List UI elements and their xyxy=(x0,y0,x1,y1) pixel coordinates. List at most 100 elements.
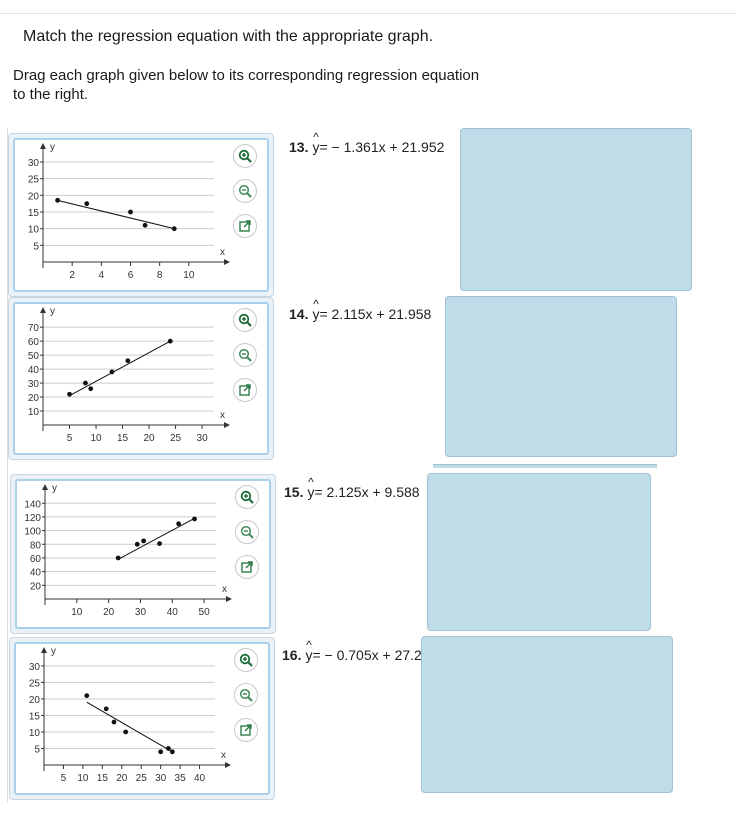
equation-number: 13. xyxy=(289,139,309,155)
x-tick-label: 15 xyxy=(97,773,109,784)
data-point xyxy=(83,380,88,386)
data-point xyxy=(176,521,182,527)
x-axis-label: x xyxy=(220,247,225,258)
data-point xyxy=(167,338,173,344)
data-point xyxy=(157,541,162,547)
equation-number: 16. xyxy=(282,647,302,663)
data-point xyxy=(128,209,133,215)
x-tick-label: 25 xyxy=(136,773,148,784)
x-tick-label: 5 xyxy=(67,433,73,444)
x-tick-label: 50 xyxy=(199,607,211,618)
data-point xyxy=(192,516,197,522)
graph-card-3[interactable]: 140 120 100 80 60 40 20 10 20 30 40 50 y x xyxy=(10,474,276,634)
y-tick-label: 5 xyxy=(34,744,40,755)
data-point xyxy=(125,358,131,364)
zoom-in-icon[interactable] xyxy=(233,144,257,168)
drop-target-15[interactable] xyxy=(427,473,651,631)
graph-card-1[interactable]: 30 25 20 15 10 5 2 4 6 8 10 y x xyxy=(8,133,274,297)
y-tick-label: 20 xyxy=(30,581,42,592)
popout-icon[interactable] xyxy=(233,378,257,402)
y-tick-label: 40 xyxy=(30,568,42,579)
y-tick-label: 50 xyxy=(28,351,40,362)
data-point xyxy=(142,222,148,228)
y-tick-label: 40 xyxy=(28,365,40,376)
x-tick-label: 8 xyxy=(157,270,163,281)
data-point xyxy=(103,706,109,712)
drop-target-16[interactable] xyxy=(421,636,673,793)
zoom-in-icon[interactable] xyxy=(235,485,259,509)
zoom-out-icon[interactable] xyxy=(233,179,257,203)
data-point xyxy=(123,729,129,735)
equation-rhs: = 2.115x + 21.958 xyxy=(319,306,432,322)
data-point xyxy=(111,719,117,725)
zoom-out-icon[interactable] xyxy=(235,520,259,544)
y-tick-label: 15 xyxy=(29,711,41,722)
y-axis-arrow xyxy=(40,143,46,149)
x-tick-label: 25 xyxy=(170,433,182,444)
source-rail xyxy=(7,128,8,803)
regression-line xyxy=(86,701,173,753)
y-tick-label: 10 xyxy=(28,225,40,236)
y-axis-arrow xyxy=(41,647,47,653)
x-axis-arrow xyxy=(224,259,230,265)
y-tick-label: 5 xyxy=(33,241,39,252)
data-point xyxy=(134,541,140,547)
data-point xyxy=(84,693,90,699)
regression-line xyxy=(117,517,195,560)
regression-line xyxy=(69,340,171,397)
zoom-out-icon[interactable] xyxy=(234,683,258,707)
y-tick-label: 30 xyxy=(28,379,40,390)
x-tick-label: 6 xyxy=(128,270,134,281)
x-tick-label: 15 xyxy=(117,433,129,444)
y-tick-label: 25 xyxy=(28,175,40,186)
data-point xyxy=(55,197,60,203)
y-tick-label: 20 xyxy=(29,695,41,706)
graph-plot-1: 30 25 20 15 10 5 2 4 6 8 10 y x xyxy=(28,142,230,281)
x-tick-label: 10 xyxy=(183,270,195,281)
zoom-in-icon[interactable] xyxy=(233,308,257,332)
graph-plot-3: 140 120 100 80 60 40 20 10 20 30 40 50 y x xyxy=(24,483,232,618)
x-tick-label: 10 xyxy=(71,607,83,618)
y-tick-label: 60 xyxy=(28,337,40,348)
graph-plot-2: 70 60 50 40 30 20 10 5 10 15 20 25 30 y x xyxy=(28,306,230,444)
y-tick-label: 20 xyxy=(28,393,40,404)
equation-rhs: = 2.125x + 9.588 xyxy=(314,484,420,500)
x-tick-label: 5 xyxy=(61,773,67,784)
x-tick-label: 10 xyxy=(90,433,102,444)
x-axis-label: x xyxy=(220,410,225,421)
x-tick-label: 35 xyxy=(175,773,187,784)
zoom-out-icon[interactable] xyxy=(233,343,257,367)
drop-target-14[interactable] xyxy=(445,296,677,457)
equation-number: 15. xyxy=(284,484,304,500)
equation-16: 16.y= − 0.705x + 27.214 xyxy=(282,638,438,663)
zoom-in-icon[interactable] xyxy=(234,648,258,672)
y-tick-label: 60 xyxy=(30,554,42,565)
popout-icon[interactable] xyxy=(234,718,258,742)
y-tick-label: 140 xyxy=(24,499,41,510)
equation-rhs: = − 1.361x + 21.952 xyxy=(319,139,445,155)
data-point xyxy=(171,226,177,232)
popout-icon[interactable] xyxy=(235,555,259,579)
y-tick-label: 10 xyxy=(28,407,40,418)
y-tick-label: 25 xyxy=(29,678,41,689)
y-tick-label: 120 xyxy=(24,513,41,524)
instructions-text: Drag each graph given below to its corre… xyxy=(13,67,480,103)
y-tick-label: 20 xyxy=(28,191,40,202)
data-point xyxy=(109,369,115,375)
x-axis-arrow xyxy=(226,596,232,602)
x-axis-label: x xyxy=(221,750,226,761)
x-axis-arrow xyxy=(225,762,231,768)
data-point xyxy=(169,749,175,755)
graph-card-4[interactable]: 30 25 20 15 10 5 5 10 15 20 25 30 35 40 y x xyxy=(9,637,275,800)
y-axis-label: y xyxy=(50,306,55,317)
data-point xyxy=(166,746,171,751)
x-tick-label: 20 xyxy=(116,773,128,784)
y-axis-label: y xyxy=(51,646,56,657)
x-tick-label: 30 xyxy=(135,607,147,618)
popout-icon[interactable] xyxy=(233,214,257,238)
y-axis-label: y xyxy=(50,142,55,153)
equation-rhs: = − 0.705x + 27.214 xyxy=(312,647,438,663)
data-point xyxy=(158,749,164,755)
drop-target-13[interactable] xyxy=(460,128,692,291)
graph-card-2[interactable]: 70 60 50 40 30 20 10 5 10 15 20 25 30 y x xyxy=(8,297,274,460)
